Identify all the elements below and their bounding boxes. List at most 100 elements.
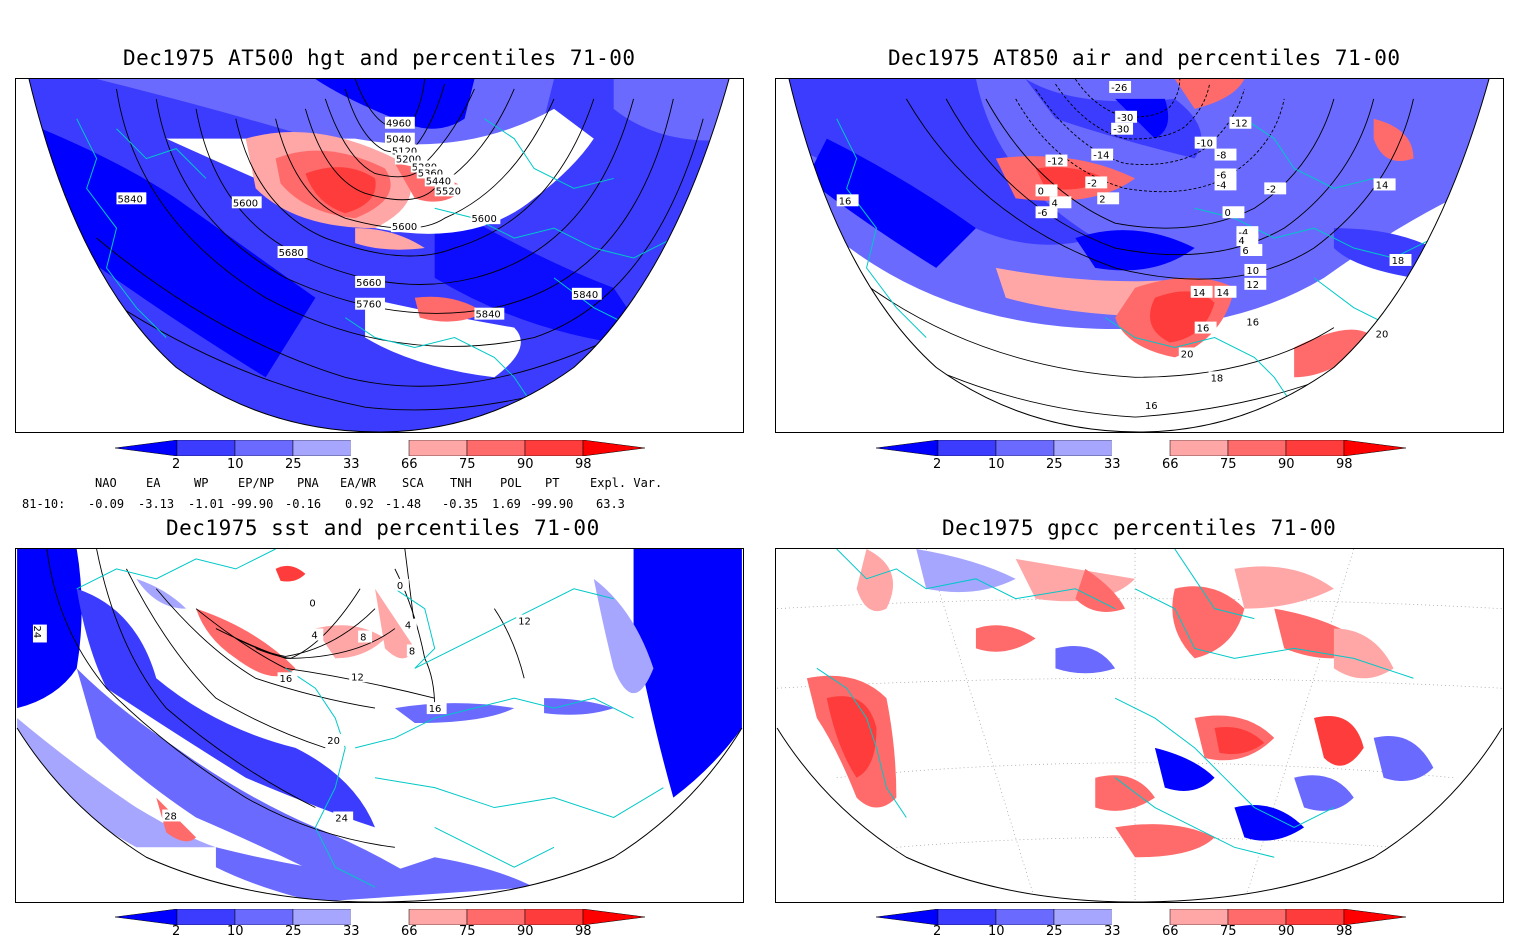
contour-label: 2 bbox=[1099, 194, 1105, 205]
colorbar-label: 25 bbox=[1046, 924, 1063, 939]
contour-label: -8 bbox=[1217, 151, 1227, 162]
index-value: -0.35 bbox=[442, 497, 479, 511]
contour-label: 4 bbox=[405, 621, 411, 632]
contour-label: 24 bbox=[31, 626, 42, 639]
contour-label: 4 bbox=[1051, 198, 1057, 209]
colorbar-label: 10 bbox=[227, 457, 244, 472]
panel-1-map: 4960 5040 5120 5200 5280 5360 5440 5520 … bbox=[15, 78, 744, 433]
contour-label: 12 bbox=[518, 617, 531, 628]
colorbar-swatches bbox=[114, 439, 646, 457]
map-sst: 24 0 0 4 8 4 8 12 16 12 16 20 24 28 bbox=[16, 549, 743, 902]
contour-label: 6 bbox=[1242, 246, 1248, 257]
index-value: -0.16 bbox=[285, 497, 322, 511]
index-value: 63.3 bbox=[596, 497, 625, 511]
contour-label: -26 bbox=[1111, 83, 1127, 94]
index-header: EA bbox=[146, 476, 161, 490]
colorbar-label: 66 bbox=[1162, 457, 1179, 472]
contour-label: 5440 bbox=[426, 176, 451, 187]
colorbar-label: 25 bbox=[285, 457, 302, 472]
panel-4-title: Dec1975 gpcc percentiles 71-00 bbox=[942, 516, 1337, 540]
colorbar-label: 2 bbox=[933, 924, 942, 939]
index-row-label: 81-10: bbox=[22, 497, 66, 511]
colorbar-label: 98 bbox=[575, 924, 592, 939]
contour-label: 10 bbox=[1246, 266, 1259, 277]
colorbar-bottom-left: 2 10 25 33 66 75 90 98 bbox=[114, 908, 646, 941]
colorbar-label: 33 bbox=[1104, 924, 1121, 939]
colorbar-swatches bbox=[875, 439, 1407, 457]
colorbar-label: 2 bbox=[172, 457, 181, 472]
contour-label: 5840 bbox=[475, 310, 500, 321]
contour-label: 5840 bbox=[117, 194, 142, 205]
contour-label: 12 bbox=[1246, 280, 1259, 291]
contour-label: -6 bbox=[1217, 170, 1227, 181]
colorbar-label: 90 bbox=[1278, 924, 1295, 939]
contour-label: 20 bbox=[1376, 330, 1389, 341]
colorbar-label: 75 bbox=[459, 924, 476, 939]
contour-label: 12 bbox=[351, 672, 364, 683]
contour-label: 16 bbox=[1197, 324, 1210, 335]
contour-label: -6 bbox=[1038, 208, 1048, 219]
index-header: PNA bbox=[297, 476, 319, 490]
panel-3-title: Dec1975 sst and percentiles 71-00 bbox=[166, 516, 600, 540]
colorbar-label: 2 bbox=[172, 924, 181, 939]
contour-label: 28 bbox=[164, 811, 177, 822]
contour-label: -14 bbox=[1093, 151, 1109, 162]
contour-label: 0 bbox=[1225, 208, 1231, 219]
index-value: 1.69 bbox=[492, 497, 521, 511]
index-header: TNH bbox=[450, 476, 472, 490]
colorbar-label: 75 bbox=[1220, 457, 1237, 472]
index-value: -1.48 bbox=[385, 497, 422, 511]
colorbar-label: 2 bbox=[933, 457, 942, 472]
colorbar-label: 10 bbox=[227, 924, 244, 939]
contour-label: 5120 bbox=[392, 147, 417, 158]
contour-label: 5360 bbox=[418, 168, 443, 179]
contour-label: 24 bbox=[335, 813, 348, 824]
colorbar-label: 90 bbox=[517, 457, 534, 472]
map-gpcc bbox=[776, 549, 1503, 902]
contour-label: -30 bbox=[1117, 113, 1133, 124]
index-header: WP bbox=[194, 476, 209, 490]
contour-label: 16 bbox=[429, 704, 442, 715]
contour-label: 4 bbox=[1238, 236, 1244, 247]
colorbar-label: 25 bbox=[285, 924, 302, 939]
contour-label: 14 bbox=[1376, 180, 1389, 191]
colorbar-label: 33 bbox=[343, 457, 360, 472]
index-value: -0.09 bbox=[88, 497, 125, 511]
colorbar-label: 98 bbox=[1336, 924, 1353, 939]
indices-header-row: NAO EA WP EP/NP PNA EA/WR SCA TNH POL PT… bbox=[0, 476, 760, 492]
contour-label: 5200 bbox=[396, 155, 421, 166]
contour-label: 8 bbox=[360, 632, 366, 643]
colorbar-label: 98 bbox=[575, 457, 592, 472]
index-value: -1.01 bbox=[188, 497, 225, 511]
contour-label: 18 bbox=[1392, 256, 1405, 267]
colorbar-label: 75 bbox=[459, 457, 476, 472]
panel-3-map: 24 0 0 4 8 4 8 12 16 12 16 20 24 28 bbox=[15, 548, 744, 903]
contour-label: -2 bbox=[1087, 178, 1097, 189]
contour-label: 5040 bbox=[386, 135, 411, 146]
contour-label: -10 bbox=[1197, 139, 1213, 150]
contour-label: 16 bbox=[1145, 401, 1158, 412]
colorbar-label: 10 bbox=[988, 457, 1005, 472]
contour-label: 5840 bbox=[573, 290, 598, 301]
colorbar-swatches bbox=[875, 908, 1407, 926]
panel-1-title: Dec1975 AT500 hgt and percentiles 71-00 bbox=[123, 46, 636, 70]
contour-label: 5520 bbox=[436, 186, 461, 197]
map-hgt500: 4960 5040 5120 5200 5280 5360 5440 5520 … bbox=[28, 79, 730, 432]
contour-label: 0 bbox=[397, 581, 403, 592]
colorbar-label: 66 bbox=[401, 457, 418, 472]
contour-label: 0 bbox=[309, 599, 315, 610]
contour-label: 0 bbox=[1038, 186, 1044, 197]
map-air850: -26 -30 -30 -12 -10 -8 -14 -12 -6 -4 -2 … bbox=[788, 79, 1490, 432]
colorbar-label: 90 bbox=[517, 924, 534, 939]
colorbar-label: 75 bbox=[1220, 924, 1237, 939]
colorbar-label: 98 bbox=[1336, 457, 1353, 472]
contour-label: 16 bbox=[1246, 318, 1259, 329]
contour-label: 5660 bbox=[356, 278, 381, 289]
index-header: SCA bbox=[402, 476, 424, 490]
index-header: NAO bbox=[95, 476, 117, 490]
index-value: -99.90 bbox=[530, 497, 574, 511]
colorbar-label: 25 bbox=[1046, 457, 1063, 472]
contour-label: 5760 bbox=[356, 300, 381, 311]
contour-label: -4 bbox=[1238, 228, 1248, 239]
contour-label: 4 bbox=[311, 630, 317, 641]
